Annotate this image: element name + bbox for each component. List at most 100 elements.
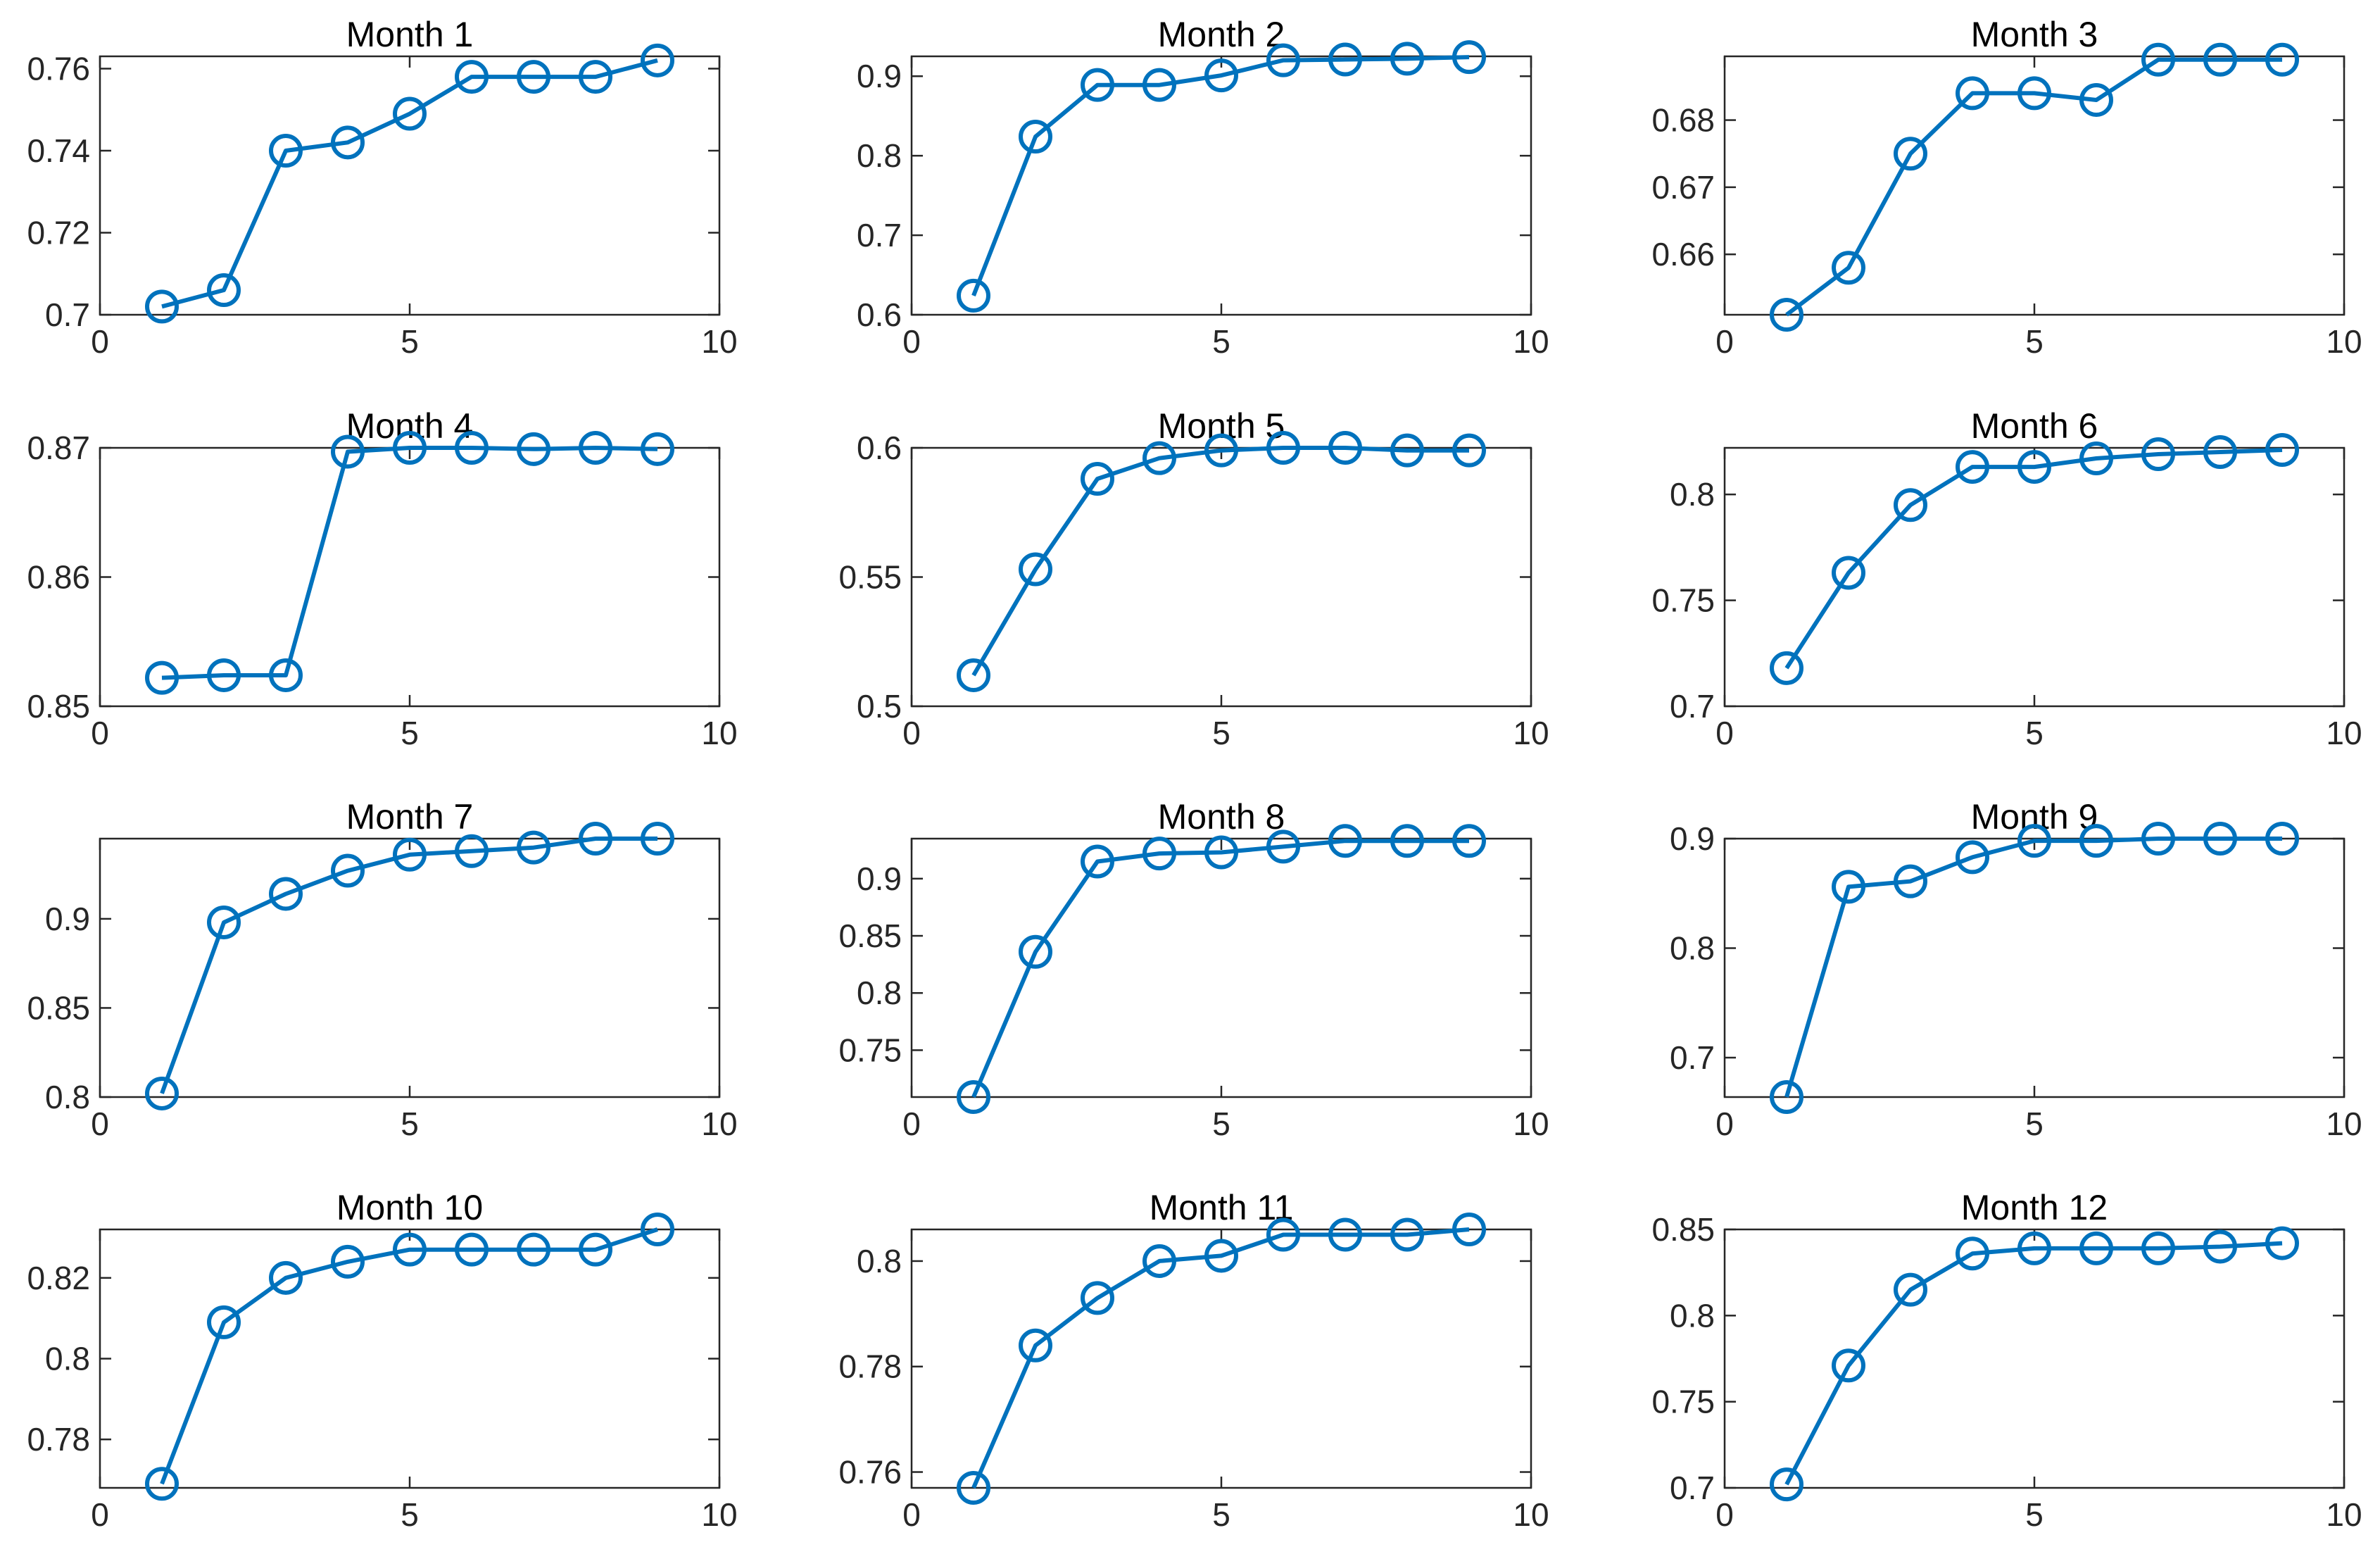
x-tick-label: 5 [2025,1106,2044,1142]
axes-box [1723,837,2346,1098]
data-point [269,877,303,911]
subplot-month-11: Month 11 0 5 10 0.76 0.78 0.8 [838,1188,1549,1533]
data-point [1770,1467,1803,1502]
data-point [1204,1239,1238,1273]
y-tick-label: 0.7 [857,217,902,253]
data-point [207,658,241,692]
axes-box [1723,1228,2346,1489]
data-point [1204,58,1238,93]
x-tick-label: 10 [2326,323,2362,360]
data-point [957,658,990,692]
data-point [393,431,427,465]
data-point [145,289,179,324]
subplot-title: Month 9 [1971,797,2098,837]
data-point [1452,40,1486,75]
x-tick-label: 10 [701,1496,737,1533]
series-line [1785,57,2282,317]
data-point [207,1305,241,1339]
data-point [2017,1231,2051,1265]
y-tick-label: 0.5 [857,688,902,725]
y-tick-label: 0.7 [1670,1470,1715,1506]
data-point [1081,1281,1114,1315]
x-tick-label: 5 [2025,323,2044,360]
data-point [269,658,303,692]
data-point [1266,829,1300,864]
data-point [1390,824,1424,858]
data-point [331,1244,365,1279]
data-point [207,905,241,939]
data-point [579,60,612,94]
data-point [2017,824,2051,858]
x-tick-label: 0 [1715,1106,1734,1142]
data-point [393,1232,427,1267]
y-tick-label: 0.72 [27,214,90,251]
data-point [331,125,365,160]
data-point [1894,488,1927,522]
y-tick-label: 0.66 [1651,236,1715,273]
x-tick-label: 5 [401,715,419,751]
data-point [1452,1213,1486,1246]
x-tick-label: 5 [1212,715,1230,751]
series-line [971,1227,1470,1489]
axes-box [910,55,1532,316]
data-point [2265,42,2299,77]
y-tick-label: 0.9 [857,860,902,897]
data-point [2141,1231,2175,1265]
data-point [145,660,179,695]
y-tick-label: 0.67 [1651,169,1715,206]
subplot-month-6: Month 6 0 5 10 0.7 0.75 0.8 [1651,406,2362,751]
data-point [1266,431,1300,465]
data-point [2141,822,2175,856]
x-tick-label: 0 [1715,715,1734,751]
data-point [1328,824,1362,858]
y-tick-label: 0.75 [1651,1384,1715,1420]
y-tick-label: 0.8 [857,1243,902,1279]
data-point [1019,934,1052,969]
data-point [1328,431,1362,465]
y-tick-label: 0.75 [838,1032,902,1068]
subplot-title: Month 2 [1158,15,1285,54]
subplot-title: Month 4 [346,406,474,446]
data-point [2141,42,2175,77]
subplot-title: Month 12 [1961,1188,2108,1227]
y-tick-label: 0.55 [838,559,902,596]
y-tick-label: 0.9 [857,58,902,94]
y-tick-label: 0.85 [27,688,90,725]
data-point [1832,1348,1865,1383]
data-point [1894,1272,1927,1307]
y-tick-label: 0.6 [857,430,902,466]
y-tick-label: 0.76 [838,1454,902,1491]
axes-box [99,55,721,316]
subplot-month-10: Month 10 0 5 10 0.78 0.8 0.82 [27,1188,737,1533]
data-point [1266,1217,1300,1252]
data-point [207,273,241,308]
x-tick-label: 10 [1513,715,1549,751]
data-point [269,1260,303,1295]
y-tick-label: 0.8 [857,137,902,174]
data-point [641,43,674,77]
data-point [1081,462,1114,496]
data-point [2203,822,2237,856]
x-tick-label: 10 [701,1106,737,1142]
y-tick-label: 0.78 [838,1348,902,1385]
subplot-title: Month 8 [1158,797,1285,837]
x-tick-label: 10 [2326,715,2362,751]
data-point [1832,251,1865,285]
y-tick-label: 0.76 [27,50,90,87]
data-point [1019,552,1052,587]
subplot-month-1: Month 1 0 5 10 0.7 0.72 0.74 0.76 [27,15,737,360]
data-point [1390,433,1424,468]
data-point [1452,824,1486,858]
subplot-title: Month 11 [1150,1188,1294,1227]
data-point [269,133,303,168]
y-tick-label: 0.7 [1670,1039,1715,1076]
series-line [1784,837,2282,1098]
x-tick-label: 10 [2326,1106,2362,1142]
y-tick-label: 0.7 [45,296,90,333]
data-point [579,822,612,856]
data-point [1894,137,1927,171]
x-tick-label: 5 [1212,1106,1230,1142]
data-point [2141,437,2175,472]
y-tick-label: 0.85 [1651,1211,1715,1248]
